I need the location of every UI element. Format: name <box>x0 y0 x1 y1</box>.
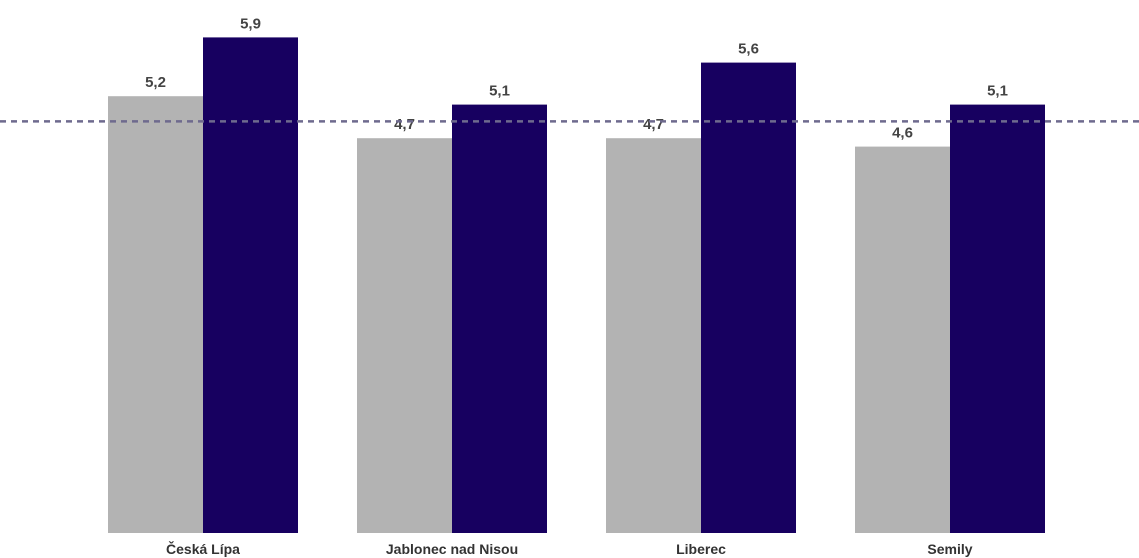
category-label-3: Liberec <box>676 541 726 557</box>
bar-series1-3 <box>606 138 701 533</box>
value-label-series2-2: 5,1 <box>489 83 510 100</box>
bar-series2-3 <box>701 62 796 533</box>
category-label-4: Semily <box>927 541 972 557</box>
value-label-series2-3: 5,6 <box>738 41 759 58</box>
value-label-series1-1: 5,2 <box>145 74 166 91</box>
bar-series2-2 <box>452 104 547 533</box>
bar-series1-2 <box>357 138 452 533</box>
bar-series1-1 <box>108 96 203 533</box>
value-label-series2-4: 5,1 <box>987 83 1008 100</box>
value-labels-layer: 5,2 5,9 4,7 5,1 4,7 5,6 4,6 5,1 <box>145 15 1008 141</box>
category-label-2: Jablonec nad Nisou <box>386 541 518 557</box>
bars-layer <box>108 37 1045 534</box>
bar-series2-4 <box>950 104 1045 533</box>
value-label-series1-4: 4,6 <box>892 125 913 142</box>
category-labels-layer: Česká Lípa Jablonec nad Nisou Liberec Semil… <box>166 540 973 557</box>
value-label-series1-2: 4,7 <box>394 116 415 133</box>
bar-series1-4 <box>855 146 950 533</box>
category-label-1: Česká Lípa <box>166 540 240 557</box>
value-label-series1-3: 4,7 <box>643 116 664 133</box>
value-label-series2-1: 5,9 <box>240 15 261 32</box>
bar-series2-1 <box>203 37 298 534</box>
